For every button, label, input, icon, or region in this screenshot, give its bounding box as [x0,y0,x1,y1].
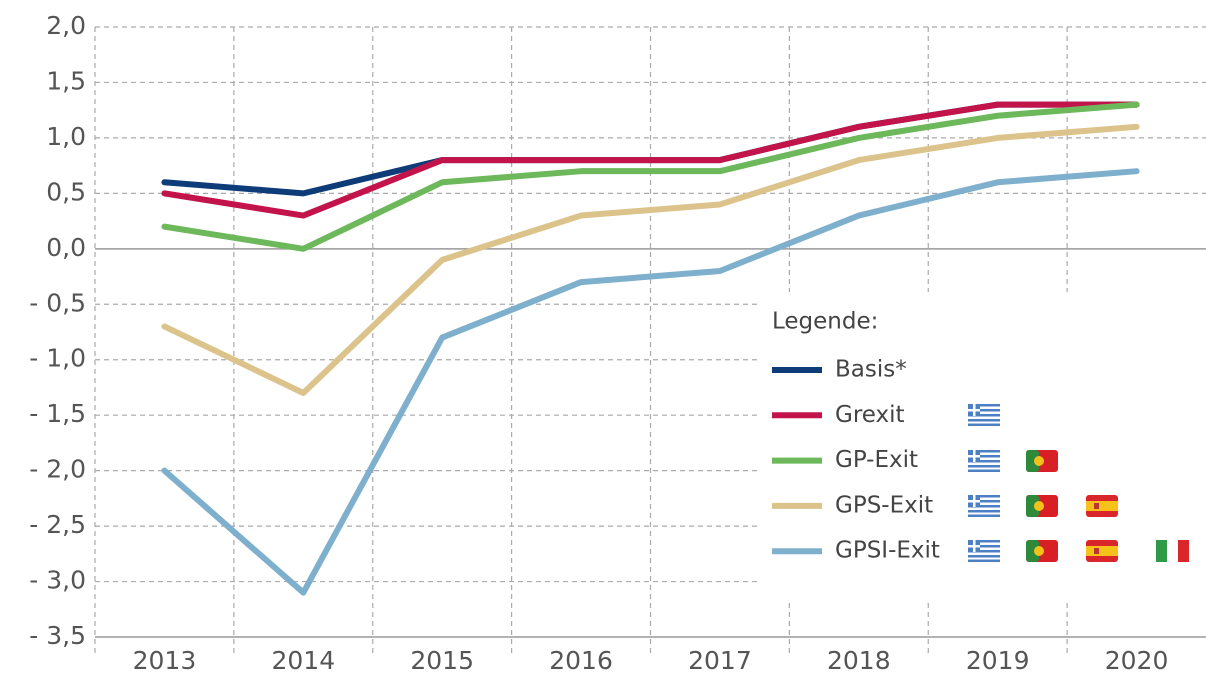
series-line [161,123,1140,396]
y-tick-label: - 2,0 [29,455,86,484]
y-tick-label: 1,5 [46,66,86,95]
y-tick-label: - 3,5 [29,621,86,650]
y-tick-label: - 3,0 [29,566,86,595]
y-tick-label: 0,5 [46,177,86,206]
y-tick-label: - 1,5 [29,399,86,428]
x-tick-label: 2020 [1105,646,1169,675]
x-tick-label: 2019 [966,646,1030,675]
x-tick-label: 2018 [827,646,891,675]
series-line [161,101,1140,219]
x-tick-label: 2017 [688,646,752,675]
y-tick-label: 0,0 [46,233,86,262]
legend-label: GP-Exit [835,447,918,473]
y-tick-label: - 2,5 [29,510,86,539]
x-tick-label: 2016 [549,646,613,675]
legend-label: GPS-Exit [835,492,933,518]
series-line [161,168,1140,596]
lines [161,101,1140,596]
legend-label: Basis* [835,357,907,383]
legend-title: Legende: [772,309,878,335]
y-tick-label: - 1,0 [29,344,86,373]
y-tick-label: - 0,5 [29,288,86,317]
x-tick-label: 2014 [272,646,336,675]
legend-label: Grexit [835,402,905,428]
series-line [161,101,1140,252]
x-tick-label: 2015 [410,646,474,675]
legend: Legende: Basis* Grexit GP-Exit GPS-Exit GPSI… [772,309,940,564]
y-tick-label: 1,0 [46,122,86,151]
x-tick-label: 2013 [133,646,197,675]
y-tick-label: 2,0 [46,11,86,40]
legend-label: GPSI-Exit [835,538,940,564]
